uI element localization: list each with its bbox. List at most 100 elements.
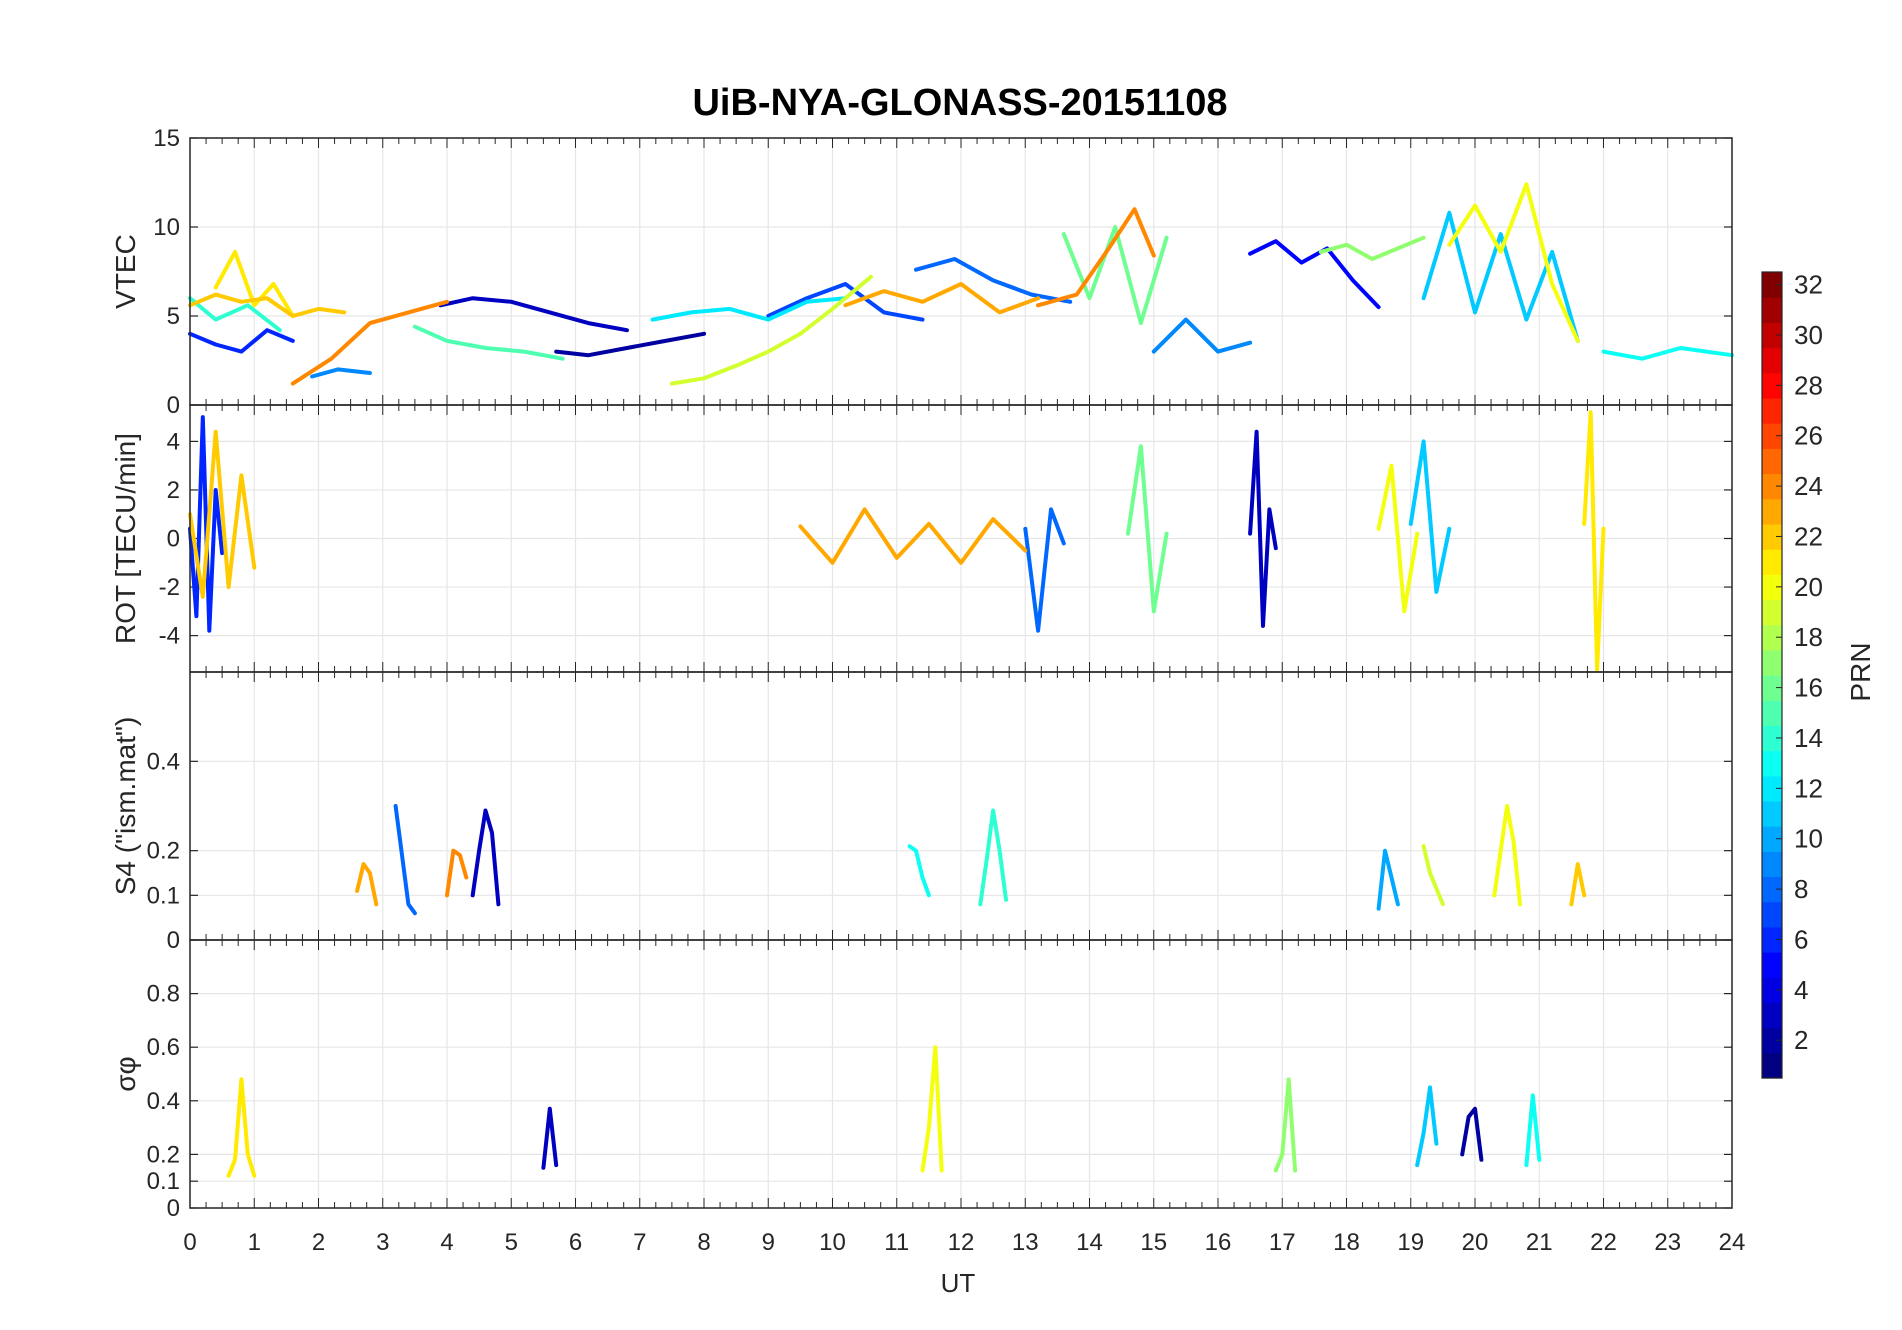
y-tick-label: 0.6 [147, 1034, 180, 1061]
colorbar-segment [1762, 775, 1782, 802]
colorbar-segment [1762, 473, 1782, 500]
colorbar-segment [1762, 297, 1782, 323]
y-tick-label: -2 [159, 574, 180, 601]
series-line [445, 848, 469, 898]
series-line [188, 296, 282, 333]
colorbar-segment [1762, 372, 1782, 399]
series-line [393, 804, 417, 916]
colorbar-frame [1761, 271, 1783, 1079]
series-line [412, 324, 565, 361]
series-line [1248, 429, 1278, 628]
colorbar-segment [1762, 347, 1782, 374]
series-line [213, 249, 295, 318]
series-line [978, 808, 1008, 907]
series-line [914, 257, 1073, 304]
x-tick-label: 2 [312, 1229, 325, 1256]
y-tick-label: 10 [153, 214, 180, 241]
y-tick-label: 4 [167, 428, 180, 455]
colorbar-segment [1762, 725, 1782, 752]
series-line [1318, 235, 1426, 261]
y-tick-label: 0.2 [147, 1141, 180, 1168]
colorbar-segment [1762, 826, 1782, 852]
colorbar-segment [1762, 876, 1782, 903]
y-tick-label: 0 [167, 1195, 180, 1222]
x-tick-label: 6 [569, 1229, 582, 1256]
colorbar-tick-label: 18 [1794, 622, 1823, 652]
series-line [1492, 804, 1522, 907]
colorbar-tick-label: 14 [1794, 723, 1823, 753]
series-line [188, 415, 225, 633]
series-line [1376, 848, 1400, 911]
x-tick-label: 14 [1076, 1229, 1103, 1256]
series-line [188, 429, 257, 599]
series-line [920, 1045, 944, 1173]
y-axis-label: S4 ("ism.mat") [110, 717, 141, 896]
y-tick-label: 0 [167, 927, 180, 954]
colorbar-segment [1762, 322, 1782, 349]
series-line [470, 808, 501, 907]
colorbar-segment [1762, 649, 1782, 676]
colorbar-tick-label: 26 [1794, 421, 1823, 451]
series-line [1036, 207, 1156, 308]
y-axis-label: VTEC [110, 234, 141, 309]
x-tick-label: 10 [819, 1229, 846, 1256]
colorbar-tick-label: 6 [1794, 924, 1808, 954]
colorbar-segment [1762, 952, 1782, 978]
x-tick-label: 12 [948, 1229, 975, 1256]
figure-title: UiB-NYA-GLONASS-20151108 [692, 82, 1227, 124]
y-tick-label: 0 [167, 392, 180, 419]
series-line [188, 328, 295, 354]
colorbar-segment [1762, 1052, 1782, 1079]
x-tick-label: 22 [1590, 1229, 1617, 1256]
x-tick-label: 5 [505, 1229, 518, 1256]
series-line [1273, 1077, 1298, 1173]
series-line [554, 331, 706, 358]
series-line [310, 367, 372, 379]
y-tick-label: 0.4 [147, 1088, 180, 1115]
x-tick-label: 8 [697, 1229, 710, 1256]
colorbar-segment [1762, 448, 1782, 475]
x-tick-label: 13 [1012, 1229, 1039, 1256]
series-line [1601, 346, 1734, 361]
colorbar-tick-label: 2 [1794, 1025, 1808, 1055]
colorbar-tick-label: 32 [1794, 270, 1823, 300]
colorbar-tick-label: 28 [1794, 370, 1823, 400]
colorbar-segment [1762, 851, 1782, 878]
panel-frame [189, 939, 1733, 1209]
x-tick-label: 21 [1526, 1229, 1553, 1256]
x-axis: 0 1 2 3 4 5 6 7 8 9 10 11 12 13 14 15 16 17 18 19 20 21 22 23 24 [183, 1229, 1745, 1256]
series-line [541, 1106, 559, 1170]
series-line [1408, 439, 1452, 594]
x-tick-label: 4 [440, 1229, 453, 1256]
x-tick-label: 16 [1205, 1229, 1232, 1256]
colorbar-segment [1762, 549, 1782, 575]
sigma-phi-panel: 00.10.2 0.4 0.6 0.8 σφ [110, 939, 1733, 1222]
x-tick-label: 9 [762, 1229, 775, 1256]
colorbar-tick-label: 4 [1794, 975, 1808, 1005]
colorbar-tick-label: 20 [1794, 572, 1823, 602]
x-tick-label: 11 [884, 1229, 909, 1256]
colorbar-segment [1762, 800, 1782, 827]
series-line [1061, 225, 1169, 326]
colorbar-tick-label: 24 [1794, 471, 1823, 501]
colorbar-tick-label: 12 [1794, 773, 1823, 803]
colorbar-segment [1762, 523, 1782, 550]
series-line [843, 282, 1041, 315]
x-tick-label: 24 [1719, 1229, 1746, 1256]
series-line [1421, 210, 1580, 343]
y-axis-label: ROT [TECU/min] [110, 433, 141, 644]
x-axis-label: UT [941, 1268, 976, 1298]
colorbar-segment [1762, 1027, 1782, 1054]
series-line [1151, 317, 1253, 354]
series-line [798, 507, 1028, 565]
x-tick-label: 18 [1333, 1229, 1360, 1256]
colorbar-segment [1762, 498, 1782, 525]
colorbar-tick-label: 16 [1794, 673, 1823, 703]
y-tick-label: 0.1 [147, 882, 180, 909]
colorbar-segment [1762, 901, 1782, 928]
series-line [1421, 844, 1445, 907]
series-line [1447, 182, 1580, 343]
x-tick-label: 17 [1269, 1229, 1296, 1256]
